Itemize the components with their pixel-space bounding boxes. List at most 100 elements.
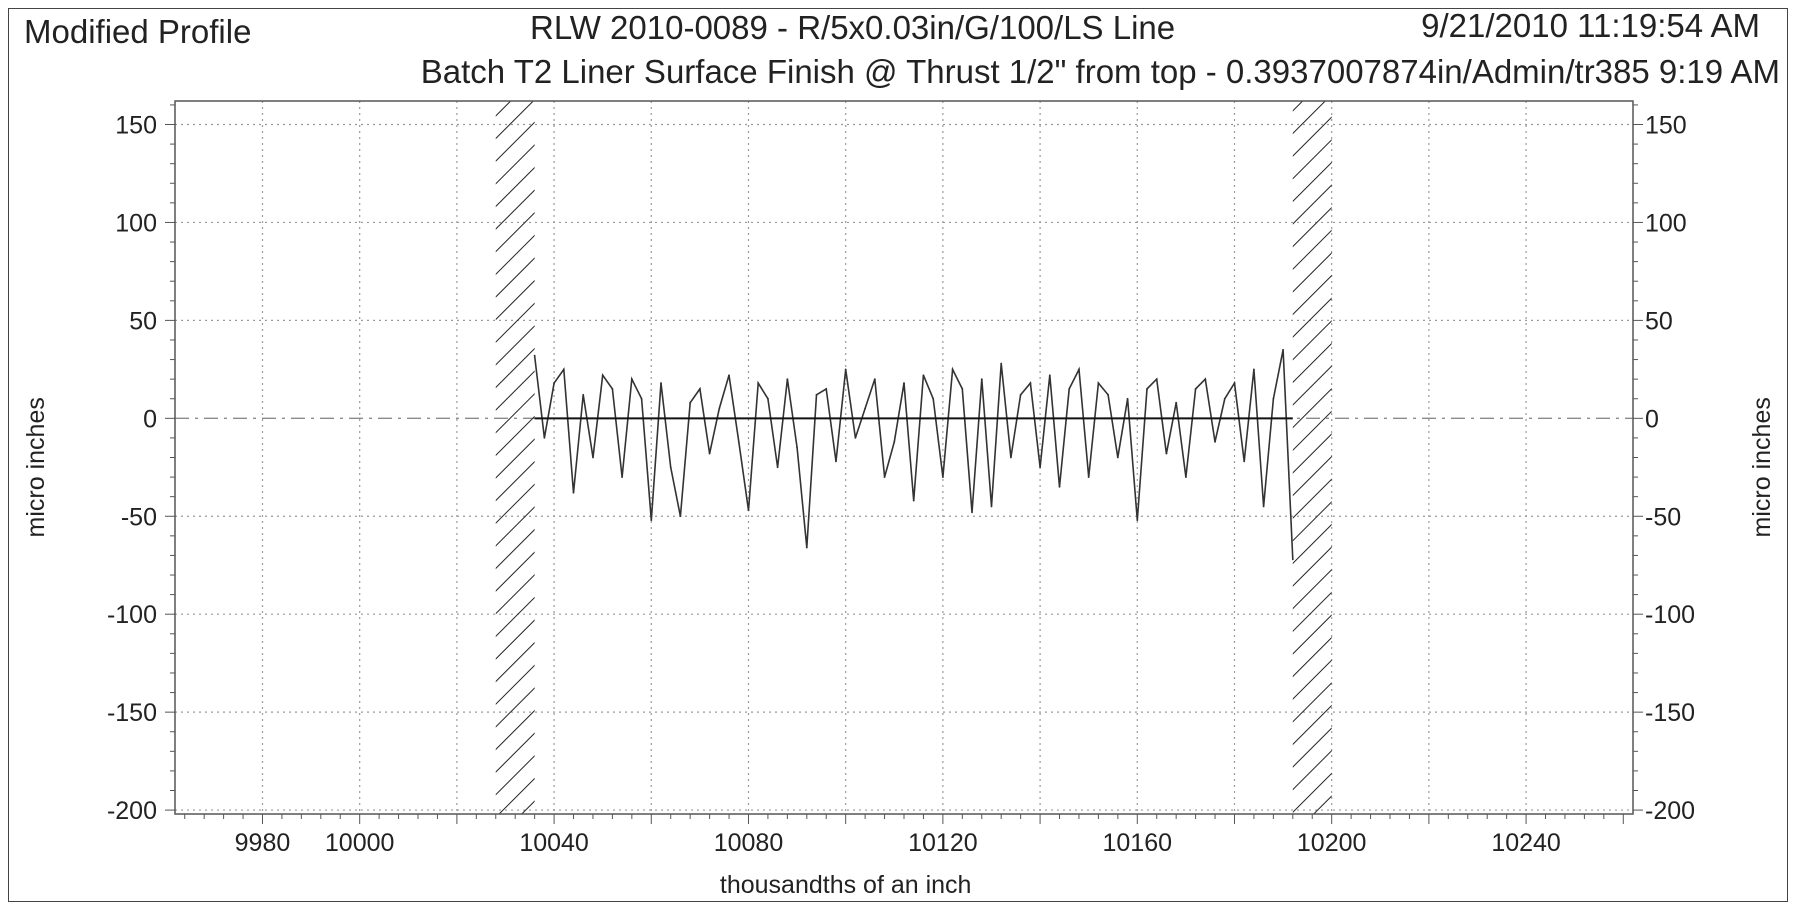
profile-data-point (582, 393, 585, 396)
x-tick-label: 10160 (1103, 829, 1173, 857)
y-tick-label-right: -150 (1645, 699, 1695, 727)
profile-data-point (660, 382, 662, 384)
profile-data-point (592, 456, 594, 459)
profile-data-point (1243, 460, 1246, 463)
profile-data-point (562, 368, 565, 371)
profile-data-point (1000, 362, 1003, 365)
y-tick-label-left: 50 (129, 307, 157, 335)
profile-data-point (825, 388, 828, 390)
profile-data-point (1116, 456, 1119, 459)
y-tick-label-left: -50 (121, 503, 157, 531)
y-tick-label-left: 0 (143, 405, 157, 433)
profile-data-point (1291, 558, 1294, 561)
y-tick-label-left: 150 (115, 112, 157, 140)
y-tick-label-right: 0 (1645, 405, 1659, 433)
x-tick-label: 10240 (1491, 829, 1561, 857)
profile-data-point (1039, 466, 1041, 469)
profile-trace (533, 349, 1294, 560)
profile-data-point (757, 382, 760, 384)
profile-data-point (922, 374, 925, 377)
profile-data-point (1223, 397, 1226, 400)
excluded-region-hatch (1292, 101, 1332, 814)
x-tick-label: 10040 (519, 829, 589, 857)
profile-data-point (621, 476, 624, 478)
profile-data-point (883, 476, 886, 478)
profile-data-point (980, 378, 983, 381)
profile-data-point (1068, 388, 1071, 390)
profile-data-point (1233, 382, 1236, 384)
profile-data-point (1155, 378, 1158, 381)
profile-data-point (951, 368, 954, 371)
profile-data-point (873, 378, 876, 381)
x-tick-label: 10120 (908, 829, 978, 857)
profile-data-point (1078, 368, 1080, 371)
profile-data-point (941, 476, 944, 478)
y-tick-label-right: -100 (1645, 601, 1695, 629)
profile-data-point (669, 466, 672, 469)
profile-data-point (912, 499, 915, 502)
profile-data-point (932, 397, 935, 400)
profile-data-point (786, 378, 789, 381)
y-tick-label-left: -150 (107, 699, 157, 727)
x-tick-label: 9980 (235, 829, 291, 857)
profile-data-point (543, 437, 546, 439)
chart-title-center: RLW 2010-0089 - R/5x0.03in/G/100/LS Line (530, 9, 1176, 46)
profile-data-point (737, 440, 740, 443)
profile-data-point (893, 440, 896, 443)
profile-data-point (1126, 397, 1129, 400)
profile-data-point (572, 491, 575, 494)
profile-data-point (864, 407, 867, 410)
profile-data-point (1146, 388, 1148, 390)
profile-data-point (815, 393, 818, 396)
profile-data-point (601, 374, 604, 377)
y-tick-label-left: 100 (115, 209, 157, 237)
chart-subtitle: Batch T2 Liner Surface Finish @ Thrust 1… (420, 53, 1780, 90)
profile-data-point (1019, 393, 1022, 396)
profile-data-point (1165, 452, 1168, 455)
y-tick-label-left: -200 (107, 797, 157, 825)
profile-data-point (679, 515, 682, 518)
profile-data-point (1214, 440, 1216, 443)
chart-title-left: Modified Profile (24, 13, 252, 50)
y-tick-label-right: 100 (1645, 209, 1687, 237)
x-tick-label: 10200 (1297, 829, 1367, 857)
profile-data-point (728, 374, 730, 377)
profile-data-point (1048, 374, 1051, 377)
profile-data-point (1184, 476, 1187, 478)
profile-data-point (747, 509, 750, 512)
profile-data-point (971, 511, 973, 514)
profile-data-point (1175, 401, 1178, 404)
y-tick-label-left: -100 (107, 601, 157, 629)
profile-data-point (1029, 382, 1032, 384)
profile-data-point (640, 397, 643, 400)
profile-data-point (776, 466, 779, 469)
y-tick-label-right: 50 (1645, 307, 1673, 335)
profile-data-point (1253, 368, 1255, 371)
profile-data-point (1010, 456, 1012, 459)
profile-data-point (1087, 476, 1090, 478)
profile-data-point (718, 407, 721, 410)
profile-data-point (1282, 348, 1284, 351)
profile-data-point (844, 368, 847, 371)
profile-data-point (1262, 505, 1265, 508)
profile-data-point (805, 546, 808, 549)
profile-data-point (854, 437, 857, 439)
profile-data-point (611, 388, 614, 390)
plot-frame (174, 100, 1634, 815)
profile-data-point (1136, 519, 1139, 522)
profile-data-point (650, 519, 653, 522)
profile-data-point (1194, 388, 1197, 390)
profile-data-point (1107, 393, 1110, 396)
y-tick-label-right: -50 (1645, 503, 1681, 531)
x-tick-label: 10000 (325, 829, 395, 857)
profile-data-point (961, 388, 964, 390)
profile-data-point (630, 378, 633, 381)
profile-data-point (1204, 378, 1207, 381)
excluded-region-hatch (495, 101, 535, 814)
profile-data-point (698, 388, 701, 390)
profile-data-point (533, 354, 536, 357)
profile-data-point (708, 452, 711, 455)
x-axis-label: thousandths of an inch (720, 871, 972, 899)
